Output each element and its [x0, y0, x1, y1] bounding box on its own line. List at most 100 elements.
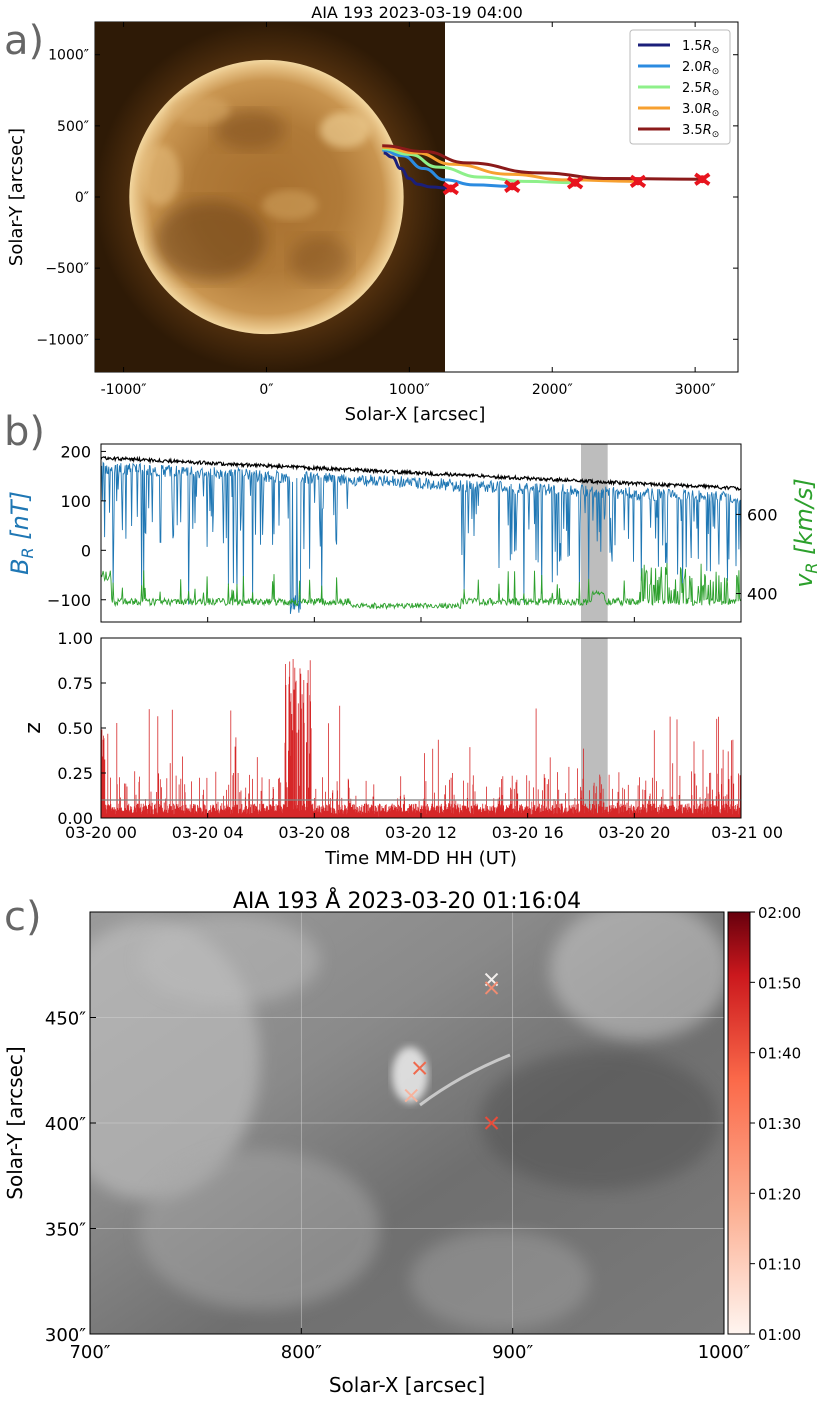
left-tick-label: −100	[47, 591, 91, 610]
series-z	[101, 659, 741, 818]
series-b-total	[101, 455, 741, 492]
left-tick-label: 0	[81, 541, 91, 560]
y-tick-label: 400″	[45, 1114, 86, 1135]
field-line	[382, 148, 513, 188]
panel-c-title: AIA 193 Å 2023-03-20 01:16:04	[233, 887, 581, 914]
marker-dot	[633, 177, 642, 186]
footpoint-marker	[504, 179, 521, 193]
marker-dot	[698, 175, 707, 184]
series-v-r	[101, 563, 741, 611]
y-tick-label: 500″	[57, 119, 89, 135]
panel-a: a) AIA 193 2023-03-19 04:00 -1000″ 0″ 1000…	[4, 3, 739, 425]
footpoint-marker	[566, 176, 584, 190]
y-tick-label: 450″	[45, 1009, 86, 1030]
y-tick-label: 1000″	[48, 48, 89, 64]
footpoint-marker	[484, 981, 499, 995]
y-tick-label: 350″	[45, 1220, 86, 1241]
marker-dot	[508, 182, 517, 191]
panel-b-lower-series	[101, 659, 741, 818]
footpoint-marker	[484, 1116, 499, 1130]
x-tick-label: 03-20 16	[492, 823, 564, 842]
colorbar	[727, 911, 751, 1335]
series-b-r	[101, 461, 741, 614]
b-lower-ylabel: z	[21, 722, 46, 734]
x-tick-label: 900″	[492, 1342, 533, 1363]
z-tick-label: 0.50	[57, 719, 93, 738]
x-tick-label: -1000″	[101, 382, 147, 398]
x-tick-label: 2000″	[532, 382, 573, 398]
panel-c-xlabel: Solar-X [arcsec]	[329, 1373, 485, 1397]
colorbar-tick-label: 01:20	[758, 1185, 801, 1203]
b-left-ylabel: BR [nT]	[6, 491, 37, 575]
panel-a-title: AIA 193 2023-03-19 04:00	[311, 3, 523, 22]
x-tick-label: 1000″	[698, 1342, 751, 1363]
y-tick-label: −1000″	[36, 332, 89, 348]
x-tick-label: 1000″	[389, 382, 430, 398]
field-line	[382, 147, 576, 185]
aia-grayscale-image	[90, 912, 724, 1334]
panel-c: c) AIA 193 Å 2023-03-20 01:16:04 700″ 800…	[3, 887, 801, 1397]
x-tick-label: 0″	[259, 382, 273, 398]
legend-label: 2.5R⊙	[682, 81, 719, 98]
z-tick-label: 0.75	[57, 674, 93, 693]
colorbar-tick-label: 01:40	[758, 1045, 801, 1063]
panel-b: b) −100 0 100 200 400 600 BR [nT] vR [km/s] 0…	[4, 409, 821, 869]
left-tick-label: 200	[60, 442, 91, 461]
marker-dot	[446, 184, 455, 193]
y-tick-label: 300″	[45, 1325, 86, 1346]
legend-label: 3.0R⊙	[682, 102, 719, 119]
legend-label: 3.5R⊙	[682, 123, 719, 140]
field-lines	[382, 144, 711, 196]
shaded-interval-upper	[581, 444, 608, 622]
legend-label: 2.0R⊙	[682, 60, 719, 77]
legend-label: 1.5R⊙	[682, 39, 719, 56]
panel-a-legend: 1.5R⊙ 2.0R⊙ 2.5R⊙ 3.0R⊙ 3.5R⊙	[629, 29, 731, 145]
colorbar-tick-label: 01:30	[758, 1115, 801, 1133]
field-line	[383, 151, 451, 190]
colorbar-tick-label: 01:50	[758, 974, 801, 992]
z-tick-label: 0.00	[57, 809, 93, 828]
legend-box	[629, 29, 731, 145]
y-tick-label: −500″	[45, 261, 89, 277]
sun-image	[95, 22, 445, 372]
colorbar-tick-label: 01:10	[758, 1256, 801, 1274]
panel-b-upper-ticks: −100 0 100 200 400 600	[47, 442, 778, 622]
panel-c-ticks: 700″ 800″ 900″ 1000″ 300″ 350″ 400″ 450″	[45, 1009, 751, 1364]
x-tick-label: 03-20 04	[172, 823, 244, 842]
marker-dot	[571, 178, 580, 187]
right-tick-label: 600	[747, 505, 778, 524]
panel-b-xlabel: Time MM-DD HH (UT)	[324, 848, 517, 869]
footpoint-marker	[412, 1061, 427, 1075]
panel-c-letter: c)	[4, 894, 42, 940]
footpoint-marker	[442, 181, 459, 196]
x-tick-label: 03-20 20	[598, 823, 670, 842]
footpoint-marker	[404, 1088, 418, 1103]
panel-a-xlabel: Solar-X [arcsec]	[345, 404, 486, 425]
panel-b-letter: b)	[4, 409, 45, 455]
panel-b-lower-frame	[100, 637, 742, 819]
x-tick-label: 700″	[69, 1342, 110, 1363]
colorbar-tick-label: 02:00	[758, 904, 801, 922]
z-tick-label: 0.25	[57, 764, 93, 783]
panel-a-ylabel: Solar-Y [arcsec]	[6, 128, 27, 266]
x-tick-label: 03-20 08	[278, 823, 350, 842]
colorbar-ticks: 01:00 01:10 01:20 01:30 01:40 01:50 02:00	[750, 904, 801, 1344]
panel-c-ylabel: Solar-Y [arcsec]	[3, 1046, 27, 1199]
footpoint-marker	[694, 172, 711, 186]
panel-c-markers	[404, 972, 499, 1130]
colorbar-tick-label: 01:00	[758, 1326, 801, 1344]
x-tick-label: 03-20 12	[385, 823, 457, 842]
x-tick-label: 800″	[281, 1342, 322, 1363]
panel-a-ticks: -1000″ 0″ 1000″ 2000″ 3000″ −1000″ −500″ 0″ 500″…	[36, 22, 738, 398]
y-tick-label: 0″	[75, 190, 89, 206]
footpoint-marker	[629, 174, 647, 188]
panel-b-upper-series	[101, 455, 741, 614]
panel-b-lower-ticks: 0.00 0.25 0.50 0.75 1.00 03-20 00 03-20 04 03-2…	[57, 629, 783, 842]
x-tick-label: 3000″	[675, 382, 716, 398]
b-right-ylabel: vR [km/s]	[790, 478, 821, 588]
right-tick-label: 400	[747, 585, 778, 604]
z-tick-label: 1.00	[57, 629, 93, 648]
x-tick-label: 03-21 00	[711, 823, 783, 842]
x-tick-label: 03-20 00	[65, 823, 137, 842]
